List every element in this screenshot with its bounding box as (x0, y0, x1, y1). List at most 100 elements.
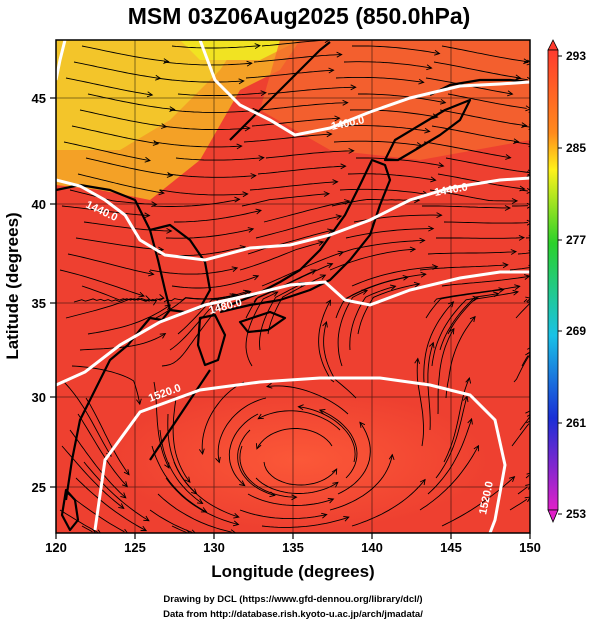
streamline-arrow (291, 494, 298, 501)
streamline (263, 200, 350, 223)
streamline-arrow (191, 529, 196, 533)
streamline-arrow (434, 49, 441, 56)
streamline-arrow (326, 131, 333, 138)
streamline-arrow (252, 274, 260, 281)
streamline-arrow (342, 99, 349, 106)
streamline (77, 173, 164, 194)
streamline (349, 285, 396, 351)
streamline-arrow (510, 249, 518, 255)
streamline-arrow (465, 377, 472, 384)
streamline (257, 165, 346, 175)
streamline (439, 293, 499, 351)
streamline (75, 477, 147, 531)
streamline (73, 61, 161, 79)
colorbar-tick-label: 285 (566, 141, 586, 155)
warm-spot (110, 390, 490, 530)
streamline-arrow (515, 74, 522, 81)
contour-1440-b (56, 40, 67, 81)
streamline-arrow (526, 171, 530, 177)
streamline (159, 429, 203, 504)
streamline-arrow (257, 413, 264, 420)
streamline-arrow (526, 202, 530, 209)
y-tick-label: 40 (32, 197, 46, 212)
streamline-arrow (236, 143, 243, 150)
streamline (157, 493, 232, 533)
streamline-arrow (169, 106, 176, 112)
streamline (345, 228, 434, 239)
streamline-arrow (158, 189, 165, 196)
streamline (153, 381, 170, 469)
streamline (239, 445, 297, 498)
streamline (416, 358, 424, 447)
streamline (65, 77, 153, 96)
streamline-arrow (361, 289, 369, 295)
streamline-arrow (413, 281, 421, 288)
streamline-arrow (533, 220, 538, 225)
streamline (447, 93, 527, 109)
streamline (423, 141, 511, 159)
streamline-arrow (525, 296, 530, 303)
streamline-arrow (140, 525, 148, 532)
streamline (81, 525, 93, 533)
streamline (69, 429, 127, 499)
streamline (165, 228, 254, 239)
streamline-arrow (92, 528, 97, 533)
streamline-arrow (426, 64, 433, 71)
streamline (351, 266, 438, 287)
streamline-arrow (152, 140, 160, 146)
streamline (237, 429, 275, 496)
streamline (433, 61, 521, 79)
streamline (85, 397, 130, 475)
streamline-arrow (163, 58, 170, 64)
wind-streamlines (59, 40, 538, 533)
streamline-arrow (247, 227, 255, 233)
streamline-arrow (186, 529, 191, 533)
streamline (298, 406, 356, 463)
streamline-arrow (526, 59, 530, 66)
streamline-arrow (215, 456, 221, 464)
streamline (165, 477, 239, 525)
streamline (261, 40, 326, 47)
streamline (257, 410, 341, 431)
streamline (513, 354, 530, 383)
streamline (159, 189, 248, 196)
x-tick-label: 150 (519, 540, 541, 555)
streamline (247, 229, 333, 255)
streamline-arrow (437, 162, 445, 168)
streamline-arrow (239, 480, 246, 487)
streamline-arrow (233, 512, 240, 519)
streamline-arrow (123, 469, 130, 476)
streamline-arrow (238, 78, 245, 85)
streamline-arrow (230, 529, 237, 533)
streamline (255, 477, 339, 494)
streamline (319, 409, 358, 479)
streamline (523, 298, 528, 303)
streamline (431, 125, 519, 143)
streamline (261, 516, 349, 528)
streamline-arrow (390, 284, 397, 291)
streamline (228, 413, 259, 486)
streamline (69, 189, 157, 205)
streamline-arrow (469, 315, 476, 323)
streamline (75, 237, 164, 251)
streamline-arrow (430, 176, 437, 183)
x-tick-label: 130 (203, 540, 225, 555)
height-contours (56, 40, 530, 533)
streamline-arrow (322, 320, 328, 328)
streamline-arrow (388, 453, 395, 461)
colorbar: 293 285 277 269 261 253 (547, 39, 586, 524)
streamline-arrow (424, 127, 431, 134)
streamline-arrow (166, 172, 174, 178)
streamline-arrow (255, 208, 262, 215)
x-tick-label: 135 (282, 540, 304, 555)
streamline-arrow (498, 287, 505, 293)
streamline-arrow (231, 266, 239, 272)
streamline-arrow (118, 503, 125, 510)
streamline (329, 454, 393, 511)
y-tick-label: 25 (32, 480, 46, 495)
streamline (445, 157, 529, 173)
streamline (337, 422, 371, 495)
streamline (201, 381, 245, 455)
streamline-arrow (524, 496, 530, 503)
streamline-arrow (350, 84, 357, 91)
